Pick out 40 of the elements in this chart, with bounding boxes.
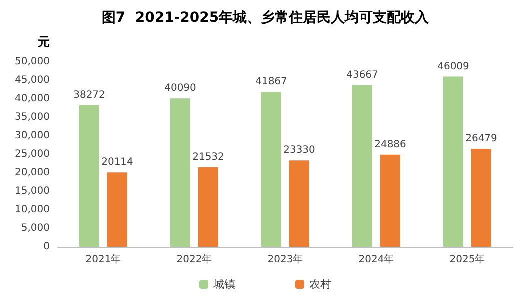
legend-label: 农村: [310, 278, 332, 291]
bar: [472, 149, 492, 247]
y-tick-label: 0: [44, 242, 50, 252]
bar: [444, 76, 464, 247]
bar: [352, 85, 372, 247]
data-label: 24886: [374, 139, 406, 150]
bar: [80, 105, 100, 247]
bar: [170, 98, 190, 247]
data-label: 38272: [74, 90, 106, 101]
x-tick-label: 2025年: [450, 254, 486, 266]
bar: [262, 92, 282, 247]
y-tick-label: 45,000: [15, 75, 50, 86]
legend-label: 城镇: [212, 278, 236, 291]
y-tick-label: 20,000: [15, 168, 50, 178]
x-tick-label: 2022年: [176, 254, 212, 266]
x-tick-label: 2023年: [268, 254, 304, 266]
data-label: 46009: [438, 61, 470, 72]
bar: [290, 160, 310, 247]
bar: [108, 172, 128, 247]
y-tick-label: 35,000: [15, 112, 50, 123]
x-tick-label: 2024年: [358, 254, 394, 266]
y-tick-label: 50,000: [15, 56, 50, 68]
data-label: 43667: [346, 70, 378, 81]
y-tick-label: 40,000: [15, 94, 50, 104]
data-label: 26479: [466, 134, 498, 145]
y-tick-label: 10,000: [15, 204, 50, 216]
bar: [198, 167, 218, 247]
data-label: 40090: [164, 83, 196, 94]
y-axis-title: 元: [37, 35, 50, 49]
chart-title: 图7 2021-2025年城、乡常住居民人均可支配收入: [102, 9, 430, 26]
y-tick-label: 15,000: [15, 186, 50, 197]
data-label: 23330: [284, 145, 316, 156]
y-tick-label: 30,000: [15, 130, 50, 142]
y-tick-label: 5,000: [21, 223, 50, 234]
data-label: 41867: [256, 76, 288, 88]
x-tick-label: 2021年: [86, 254, 122, 266]
data-label: 20114: [102, 157, 134, 168]
data-label: 21532: [192, 152, 224, 163]
y-tick-label: 25,000: [15, 149, 50, 160]
bar: [380, 154, 400, 247]
